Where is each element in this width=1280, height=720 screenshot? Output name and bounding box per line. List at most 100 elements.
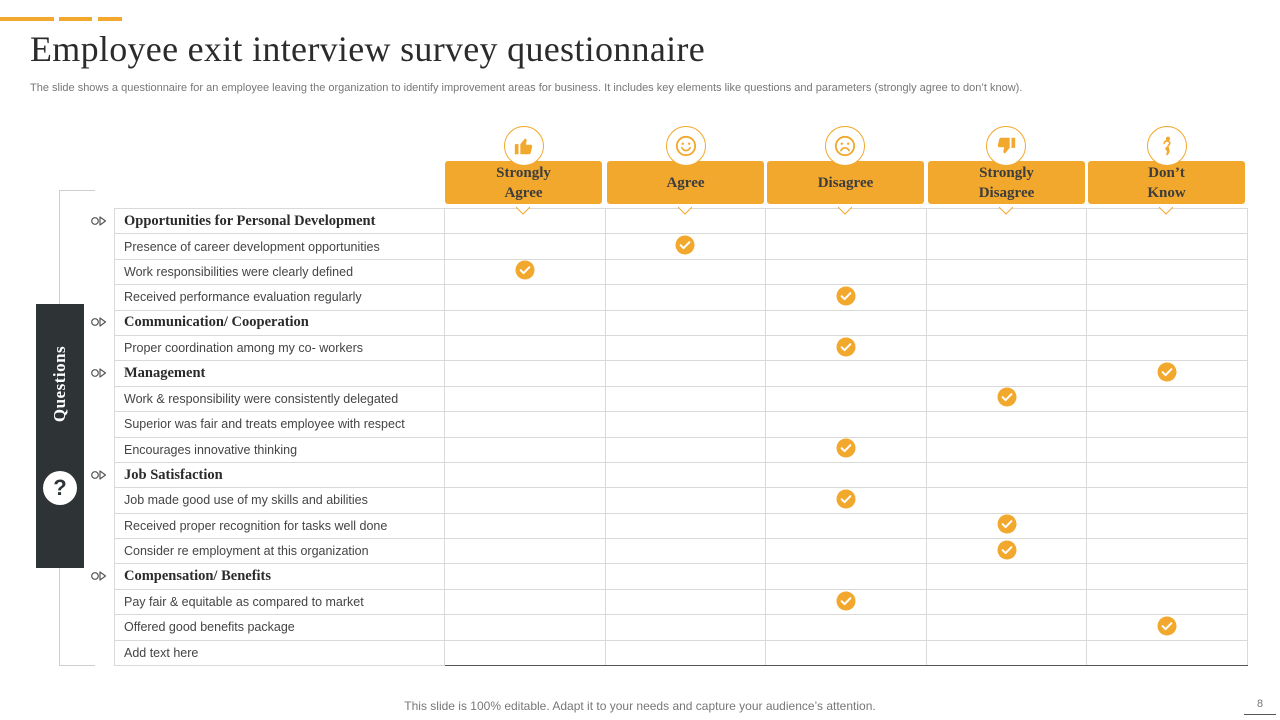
answer-cell	[925, 588, 1088, 616]
question-row: Work responsibilities were clearly defin…	[114, 258, 1248, 286]
answer-cell	[925, 436, 1088, 463]
answer-cell	[765, 385, 927, 413]
answer-cell	[1086, 461, 1248, 489]
answer-cell	[444, 461, 606, 489]
question-mark-icon: ?	[43, 471, 77, 505]
checkmark-icon	[997, 514, 1017, 537]
question-text: Work responsibilities were clearly defin…	[114, 258, 445, 286]
question-text: Proper coordination among my co- workers	[114, 334, 445, 362]
answer-cell	[925, 461, 1088, 489]
answer-cell	[765, 512, 927, 540]
answer-cell	[1086, 487, 1248, 514]
answer-cell	[765, 284, 927, 311]
answer-cell	[1086, 284, 1248, 311]
answer-cell	[925, 309, 1088, 336]
sad-face-icon	[825, 126, 865, 166]
answer-cell	[765, 461, 927, 489]
answer-cell	[765, 411, 927, 438]
question-text: Received performance evaluation regularl…	[114, 284, 445, 311]
answer-cell	[1086, 538, 1248, 565]
column-header-disagree: Disagree	[767, 161, 924, 204]
checkmark-icon	[997, 540, 1017, 563]
answer-cell	[765, 563, 927, 590]
column-header-agree: Agree	[607, 161, 764, 204]
slide-subtitle: The slide shows a questionnaire for an e…	[30, 82, 1023, 94]
answer-cell	[444, 411, 606, 438]
confused-person-icon	[1147, 126, 1187, 166]
column-header-line: Agree	[504, 184, 543, 201]
answer-cell	[1086, 588, 1248, 616]
answer-cell	[1086, 233, 1248, 260]
column-header-line: Agree	[666, 174, 705, 191]
answer-cell	[925, 411, 1088, 438]
question-text: Encourages innovative thinking	[114, 436, 445, 463]
column-header-strongly-disagree: Strongly Disagree	[928, 161, 1085, 204]
answer-cell	[444, 309, 606, 336]
answer-cell	[444, 563, 606, 590]
question-row: Add text here	[114, 639, 1248, 667]
answer-cell	[925, 360, 1088, 387]
question-text: Received proper recognition for tasks we…	[114, 512, 445, 540]
thumbs-down-icon	[986, 126, 1026, 166]
answer-cell	[765, 436, 927, 463]
column-header-line: Strongly	[496, 164, 551, 181]
answer-cell	[925, 563, 1088, 590]
answer-cell	[925, 487, 1088, 514]
column-header-strongly-agree: Strongly Agree	[445, 161, 602, 204]
header-pointer	[999, 207, 1013, 215]
answer-cell	[765, 360, 927, 387]
column-header-line: Don’t	[1148, 164, 1185, 181]
category-label: Communication/ Cooperation	[114, 309, 445, 336]
category-marker-icon	[91, 571, 107, 581]
header-pointer	[1159, 207, 1173, 215]
category-row: Management	[114, 360, 1248, 387]
answer-cell	[1086, 334, 1248, 362]
checkmark-icon	[515, 260, 535, 283]
answer-cell	[765, 309, 927, 336]
answer-cell	[765, 233, 927, 260]
question-text: Superior was fair and treats employee wi…	[114, 411, 445, 438]
question-row: Consider re employment at this organizat…	[114, 538, 1248, 565]
page-number-underline	[1244, 714, 1276, 715]
answer-cell	[444, 639, 606, 667]
answer-cell	[765, 588, 927, 616]
category-row: Job Satisfaction	[114, 461, 1248, 489]
slide-title: Employee exit interview survey questionn…	[30, 29, 705, 69]
checkmark-icon	[1157, 616, 1177, 639]
answer-cell	[765, 639, 927, 667]
answer-cell	[604, 360, 767, 387]
questionnaire-table: Opportunities for Personal Development Pr…	[114, 207, 1248, 667]
question-row: Encourages innovative thinking	[114, 436, 1248, 463]
answer-cell	[604, 538, 767, 565]
question-row: Offered good benefits package	[114, 614, 1248, 641]
smiley-face-icon	[666, 126, 706, 166]
answer-cell	[444, 436, 606, 463]
answer-cell	[604, 233, 767, 260]
question-text: Job made good use of my skills and abili…	[114, 487, 445, 514]
category-label: Opportunities for Personal Development	[114, 207, 445, 235]
answer-cell	[1086, 639, 1248, 667]
category-marker-icon	[91, 317, 107, 327]
question-row: Received performance evaluation regularl…	[114, 284, 1248, 311]
answer-cell	[444, 385, 606, 413]
answer-cell	[1086, 436, 1248, 463]
answer-cell	[604, 563, 767, 590]
question-text: Presence of career development opportuni…	[114, 233, 445, 260]
column-header-line: Disagree	[817, 174, 874, 191]
answer-cell	[444, 233, 606, 260]
question-row: Received proper recognition for tasks we…	[114, 512, 1248, 540]
answer-cell	[765, 487, 927, 514]
header-pointer	[678, 207, 692, 215]
answer-cell	[925, 385, 1088, 413]
answer-cell	[604, 487, 767, 514]
column-header-line: Disagree	[978, 184, 1035, 201]
answer-cell	[604, 258, 767, 286]
question-row: Superior was fair and treats employee wi…	[114, 411, 1248, 438]
category-row: Compensation/ Benefits	[114, 563, 1248, 590]
checkmark-icon	[997, 387, 1017, 410]
question-text: Pay fair & equitable as compared to mark…	[114, 588, 445, 616]
question-text: Consider re employment at this organizat…	[114, 538, 445, 565]
answer-cell	[1086, 309, 1248, 336]
answer-cell	[925, 614, 1088, 641]
question-row: Pay fair & equitable as compared to mark…	[114, 588, 1248, 616]
